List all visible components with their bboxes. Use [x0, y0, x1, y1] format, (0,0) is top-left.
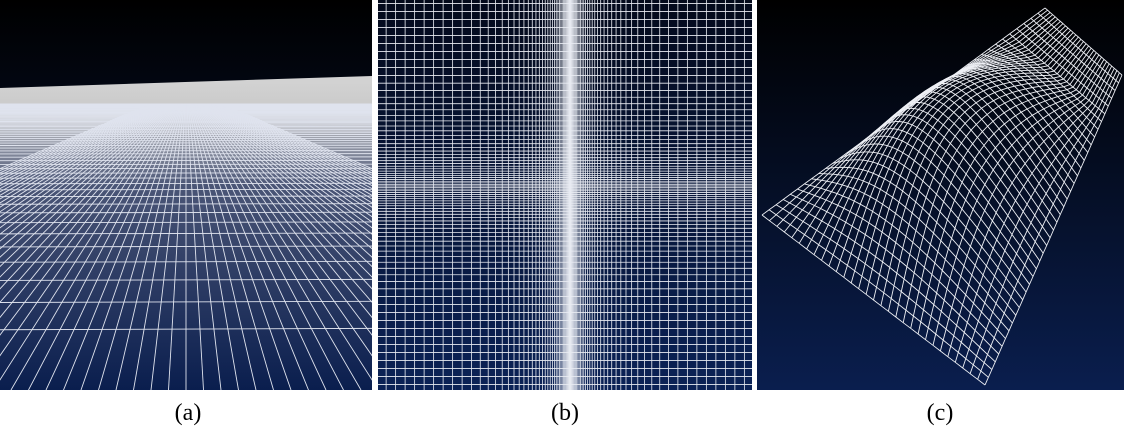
panel-c [757, 0, 1124, 390]
figure: (a) (b) (c) [0, 0, 1124, 437]
caption: (c) [927, 400, 954, 426]
caption: (b) [551, 400, 579, 426]
panel-b [377, 0, 764, 390]
caption: (a) [175, 400, 202, 426]
